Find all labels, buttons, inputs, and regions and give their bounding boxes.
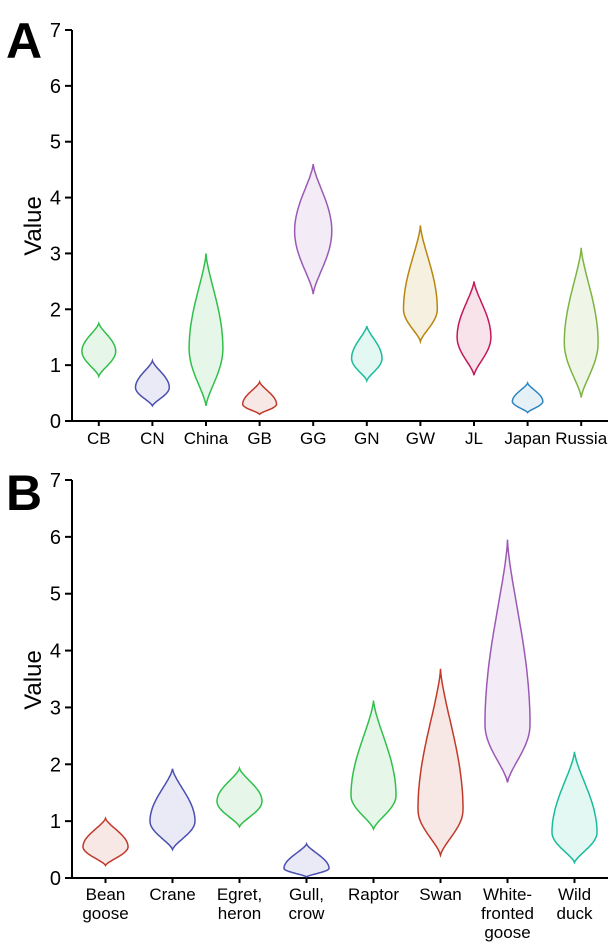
y-tick-label: 1 [50,355,61,377]
panel-b-y-axis-label: Value [20,650,47,710]
y-tick-label: 5 [50,132,61,154]
panel-a: A Value 0 1 2 3 4 5 6 7 CB CN China GB GG GN GW JL Japa… [6,13,608,448]
violin-china [188,253,224,407]
violin-gw [402,225,439,345]
y-tick-label: 2 [50,754,61,776]
violin-wild-duck [551,751,598,865]
panel-a-y-ticks: 0 1 2 3 4 5 6 7 [50,20,72,433]
x-category-label: Wild duck [557,885,593,923]
x-category-label: CB [87,429,111,448]
y-tick-label: 0 [50,411,61,433]
panel-a-x-labels: CB CN China GB GG GN GW JL Japan Russia [87,421,608,448]
panel-b: B Value 0 1 2 3 4 5 6 7 Bean goose Crane Egret, her… [6,465,608,942]
y-tick-label: 5 [50,584,61,606]
violin-gull-crow [283,841,330,878]
panel-b-x-labels: Bean goose Crane Egret, heron Gull, crow Raptor… [82,878,593,942]
y-tick-label: 3 [50,243,61,265]
panel-b-y-ticks: 0 1 2 3 4 5 6 7 [50,470,72,890]
x-category-label: White-fronted goose [481,885,534,942]
panel-a-y-axis-label: Value [20,196,47,256]
y-tick-label: 6 [50,527,61,549]
violin-crane [149,768,196,852]
x-category-label: Gull, crow [289,885,326,923]
x-category-label: GW [406,429,435,448]
x-category-label: Swan [419,885,462,904]
x-category-label: Bean goose [82,885,128,923]
panel-b-violins [82,539,598,878]
x-category-label: JL [465,429,483,448]
violin-gb [241,379,278,416]
panel-a-violins [81,163,599,416]
x-category-label: Japan [504,429,550,448]
x-category-label: Egret, heron [217,885,262,923]
violin-gn [350,325,383,384]
violin-white-fronted-goose [484,539,531,783]
y-tick-label: 3 [50,697,61,719]
x-category-label: Raptor [348,885,399,904]
y-tick-label: 7 [50,20,61,42]
violin-bean-goose [82,816,129,867]
x-category-label: CN [140,429,165,448]
violin-jl [456,281,492,376]
y-tick-label: 4 [50,641,61,663]
y-tick-label: 6 [50,76,61,98]
y-tick-label: 1 [50,811,61,833]
violin-cb [81,321,117,379]
violin-cn [134,357,171,408]
x-category-label: Crane [149,885,195,904]
y-tick-label: 0 [50,868,61,890]
violin-gg [293,163,333,295]
violin-swan [417,668,464,858]
x-category-label: GB [247,429,272,448]
y-tick-label: 4 [50,188,61,210]
x-category-label: China [184,429,229,448]
y-tick-label: 2 [50,299,61,321]
violin-japan [511,380,544,414]
violin-raptor [350,700,397,832]
x-category-label: Russia [555,429,608,448]
panel-a-letter: A [6,13,42,69]
y-tick-label: 7 [50,470,61,492]
violin-russia [563,247,599,398]
panel-b-letter: B [6,465,42,521]
x-category-label: GN [354,429,380,448]
x-category-label: GG [300,429,326,448]
violin-egret-heron [216,765,263,829]
